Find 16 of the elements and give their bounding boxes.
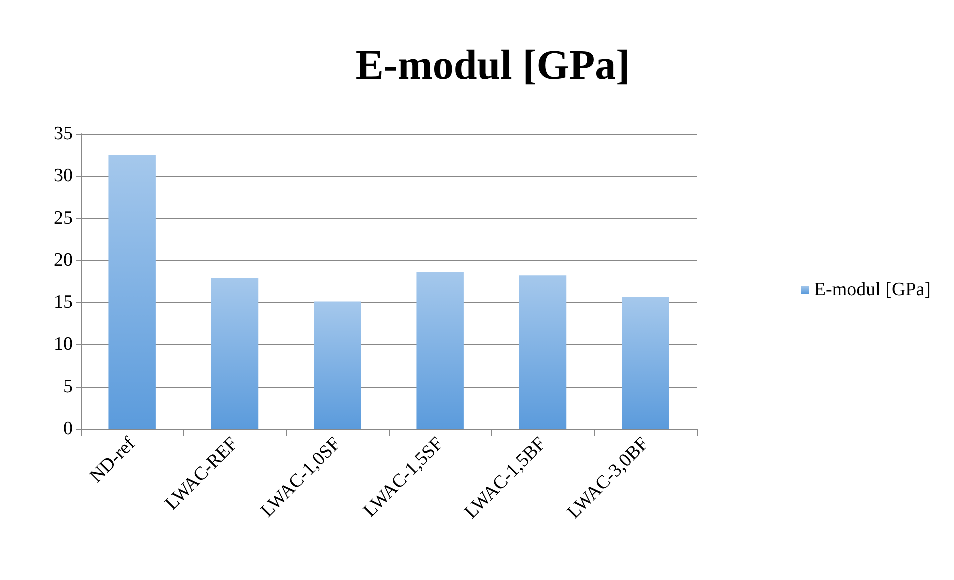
bar <box>314 302 362 429</box>
chart-title: E-modul [GPa] <box>356 43 630 89</box>
bar <box>416 272 464 429</box>
bar <box>108 155 156 429</box>
bar <box>622 298 670 429</box>
bar <box>211 278 259 429</box>
y-tick-label: 0 <box>64 418 73 440</box>
y-tick-label: 30 <box>54 166 73 187</box>
y-tick-label: 15 <box>54 292 73 314</box>
legend-label: E-modul [GPa] <box>814 280 932 300</box>
y-tick-label: 10 <box>54 334 73 356</box>
y-tick-label: 35 <box>54 124 73 144</box>
y-tick-label: 20 <box>54 250 73 271</box>
bar <box>519 276 567 429</box>
y-tick-label: 5 <box>64 376 73 398</box>
y-tick-label: 25 <box>54 208 73 229</box>
